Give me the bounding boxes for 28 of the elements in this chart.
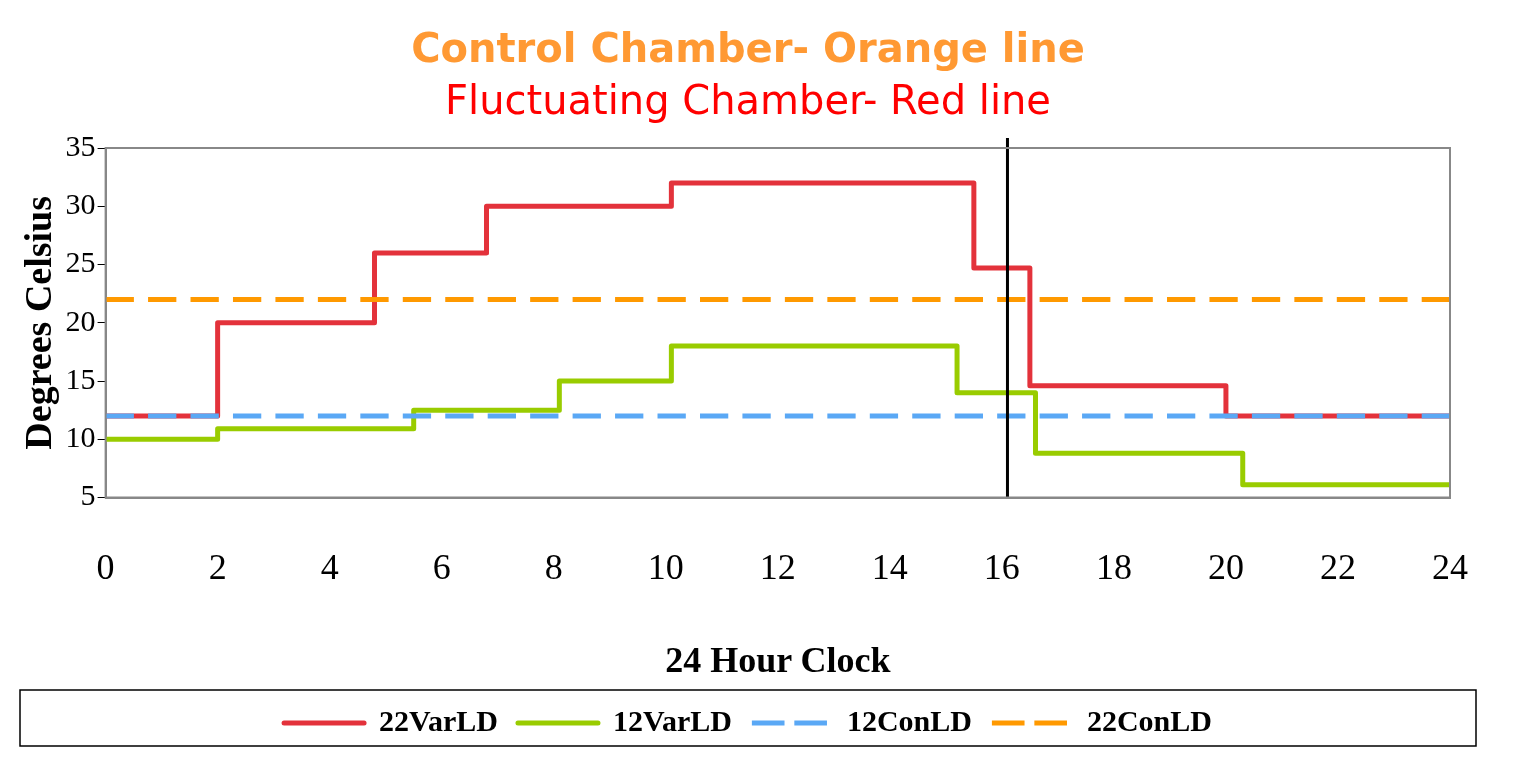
- y-tick-label: 5: [80, 478, 96, 512]
- x-tick-label: 22: [1319, 546, 1356, 587]
- y-tick-label: 35: [65, 128, 96, 162]
- x-tick-label: 20: [1207, 546, 1244, 587]
- y-tick-label: 25: [65, 245, 96, 279]
- y-tick-label: 15: [65, 361, 96, 395]
- y-tick-label: 10: [65, 420, 96, 454]
- y-tick-label: 30: [65, 187, 96, 221]
- legend-label: 22ConLD: [1086, 703, 1212, 737]
- chart-subtitle: Fluctuating Chamber- Red line: [445, 77, 1051, 124]
- x-tick-label: 8: [544, 546, 563, 587]
- legend-label: 12ConLD: [846, 703, 972, 737]
- legend-label: 12VarLD: [612, 703, 732, 737]
- x-tick-label: 2: [208, 546, 227, 587]
- x-tick-label: 4: [320, 546, 339, 587]
- x-tick-label: 6: [432, 546, 451, 587]
- x-tick-label: 12: [759, 546, 796, 587]
- x-tick-label: 24: [1432, 546, 1468, 587]
- x-tick-label: 0: [96, 546, 115, 587]
- y-tick-label: 20: [65, 303, 96, 337]
- legend-label: 22VarLD: [379, 703, 498, 737]
- chart-title: Control Chamber- Orange line: [411, 25, 1085, 72]
- x-axis-title: 24 Hour Clock: [665, 639, 891, 680]
- x-tick-label: 10: [647, 546, 684, 587]
- x-tick-label: 18: [1095, 546, 1132, 587]
- x-tick-label: 14: [871, 546, 908, 587]
- y-axis-title: Degrees Celsius: [16, 195, 59, 450]
- x-tick-label: 16: [983, 546, 1020, 587]
